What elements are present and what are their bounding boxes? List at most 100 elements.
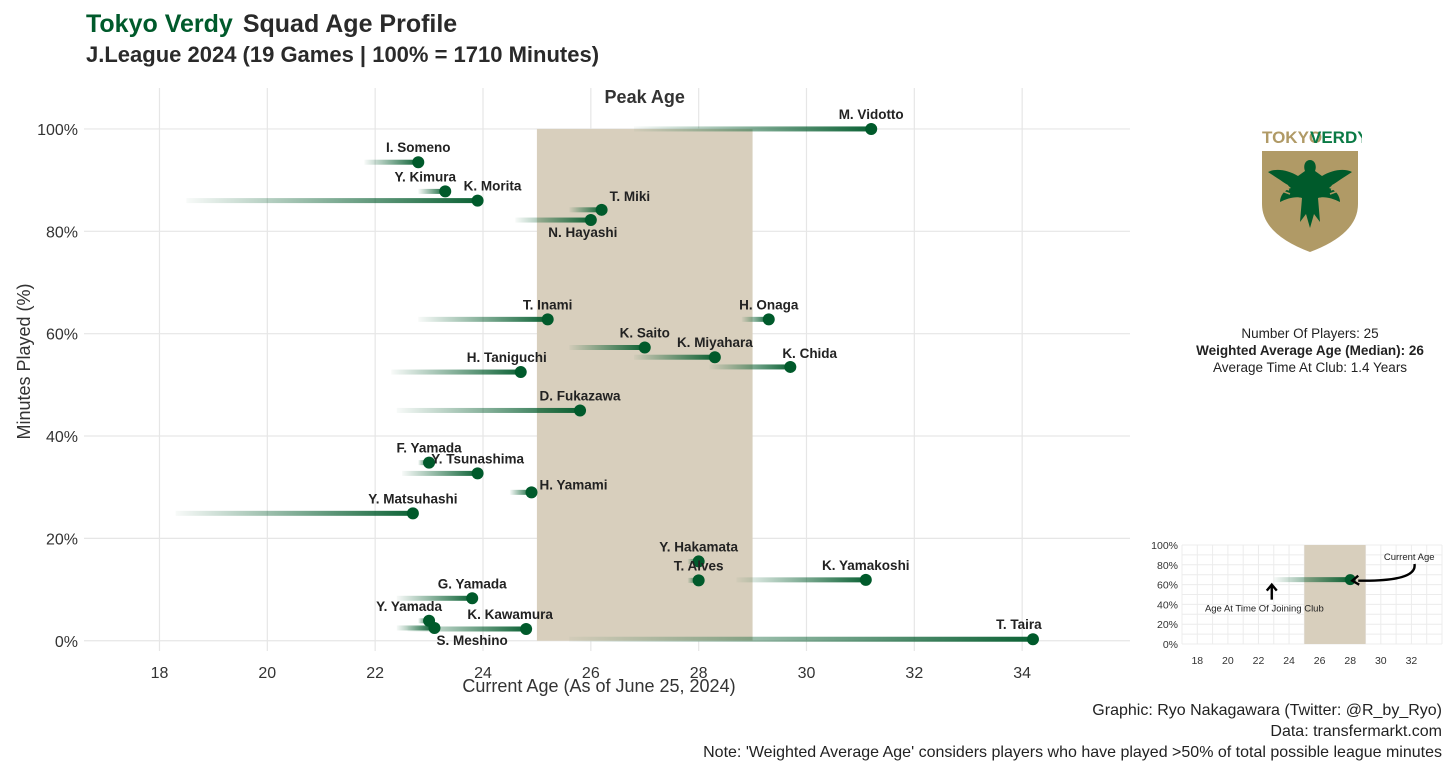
tenure-segment [396, 625, 435, 631]
legend-joining-label: Age At Time Of Joining Club [1205, 604, 1324, 615]
tenure-segment [515, 217, 591, 223]
y-tick-label: 100% [37, 122, 78, 139]
tenure-segment [709, 364, 791, 370]
tenure-segment [407, 626, 527, 632]
stat-weighted-average-age: Weighted Average Age (Median): 26 [1196, 343, 1424, 358]
tenure-segment [633, 354, 715, 360]
legend-x-tick-label: 18 [1191, 655, 1203, 667]
stat-number-of-players: Number Of Players: 25 [1241, 326, 1379, 341]
player-label: G. Yamada [438, 576, 507, 591]
tenure-segment [736, 577, 866, 583]
legend-y-tick-label: 100% [1151, 540, 1178, 552]
y-tick-label: 80% [46, 224, 78, 241]
legend-x-tick-label: 22 [1253, 655, 1265, 667]
player-point [428, 621, 441, 634]
legend-x-tick-label: 26 [1314, 655, 1326, 667]
legend-y-tick-label: 60% [1157, 580, 1178, 592]
player-point [784, 360, 797, 373]
peak-age-label: Peak Age [605, 87, 685, 107]
player-point [412, 156, 425, 169]
player-label: I. Someno [386, 140, 451, 155]
player-point [692, 574, 705, 587]
title-block: Tokyo Verdy Squad Age Profile J.League 20… [86, 8, 599, 70]
peak-age-band [536, 128, 753, 641]
team-name: Tokyo Verdy [86, 10, 233, 38]
x-tick-label: 22 [366, 665, 384, 682]
player-label: Y. Hakamata [659, 539, 738, 554]
tenure-segment [569, 636, 1033, 642]
legend-x-tick-label: 30 [1375, 655, 1387, 667]
tenure-segment [175, 510, 413, 516]
x-tick-label: 30 [798, 665, 816, 682]
player-point [859, 573, 872, 586]
player-label: M. Vidotto [839, 107, 904, 122]
player-label: T. Alves [674, 558, 724, 573]
player-label: K. Chida [782, 346, 837, 361]
player-label: D. Fukazawa [540, 388, 622, 403]
x-axis-label: Current Age (As of June 25, 2024) [462, 676, 735, 696]
player-point [584, 214, 597, 227]
player-point [423, 456, 436, 469]
tokyo-verdy-crest-icon: TOKYO VERDY [1262, 128, 1362, 252]
player-point [520, 622, 533, 635]
tenure-segment [418, 188, 446, 194]
player-label: T. Miki [610, 189, 651, 204]
y-tick-label: 60% [46, 327, 78, 344]
player-point [406, 507, 419, 520]
tenure-segment [396, 407, 581, 413]
player-label: Y. Tsunashima [431, 451, 524, 466]
player-label: Y. Yamada [376, 599, 442, 614]
player-label: K. Miyahara [677, 335, 753, 350]
tenure-segment [391, 369, 521, 375]
legend-joining-arrowhead [1265, 582, 1278, 592]
chart-title: Tokyo Verdy Squad Age Profile [86, 8, 599, 40]
x-tick-label: 34 [1013, 665, 1031, 682]
player-label: K. Saito [620, 325, 670, 340]
legend-y-tick-label: 40% [1157, 599, 1178, 611]
legend-current-age-arrow [1358, 563, 1416, 582]
player-point [574, 404, 587, 417]
x-tick-label: 24 [474, 665, 492, 682]
tenure-segment [633, 126, 872, 132]
y-tick-label: 40% [46, 429, 78, 446]
footer-data-source: Data: transfermarkt.com [1270, 723, 1442, 740]
player-point [762, 313, 775, 326]
footer-note: Note: 'Weighted Average Age' considers p… [703, 744, 1442, 761]
main-chart: 18 20 22 24 26 28 30 32 34 0% 20% 40% 60% 80% 100% Curr… [14, 87, 1130, 696]
tenure-segment [402, 470, 478, 476]
tenure-segment [396, 595, 473, 601]
player-label: N. Hayashi [548, 225, 617, 240]
legend-x-tick-label: 32 [1406, 655, 1418, 667]
player-label: H. Onaga [739, 297, 799, 312]
x-tick-label: 28 [690, 665, 708, 682]
footer: Graphic: Ryo Nakagawara (Twitter: @R_by_… [703, 700, 1442, 763]
x-tick-label: 32 [905, 665, 923, 682]
player-point [471, 194, 484, 207]
player-point [865, 122, 878, 135]
player-point [692, 555, 705, 568]
y-tick-label: 20% [46, 531, 78, 548]
player-point [471, 467, 484, 480]
player-label: K. Kawamura [467, 607, 553, 622]
player-label: H. Taniguchi [467, 350, 547, 365]
player-label: T. Taira [996, 617, 1042, 632]
legend-y-tick-label: 0% [1163, 639, 1178, 651]
player-point [541, 313, 554, 326]
footer-graphic-credit: Graphic: Ryo Nakagawara (Twitter: @R_by_… [1092, 702, 1442, 719]
player-point [638, 341, 651, 354]
logo-wordmark-verdy: VERDY [1310, 128, 1362, 147]
legend-peak-band [1304, 545, 1366, 644]
stat-average-time-at-club: Average Time At Club: 1.4 Years [1212, 360, 1408, 375]
player-label: F. Yamada [397, 441, 463, 456]
tenure-segment [509, 489, 532, 495]
legend-y-tick-label: 80% [1157, 560, 1178, 572]
legend-x-tick-label: 28 [1344, 655, 1356, 667]
legend-tenure-segment [1273, 577, 1351, 583]
player-label: Y. Matsuhashi [368, 491, 457, 506]
player-label: S. Meshino [436, 633, 507, 648]
chart-subtitle: J.League 2024 (19 Games | 100% = 1710 Mi… [86, 42, 600, 67]
x-tick-label: 26 [582, 665, 600, 682]
player-label: T. Inami [523, 297, 573, 312]
player-point [525, 486, 538, 499]
player-point [439, 185, 452, 198]
